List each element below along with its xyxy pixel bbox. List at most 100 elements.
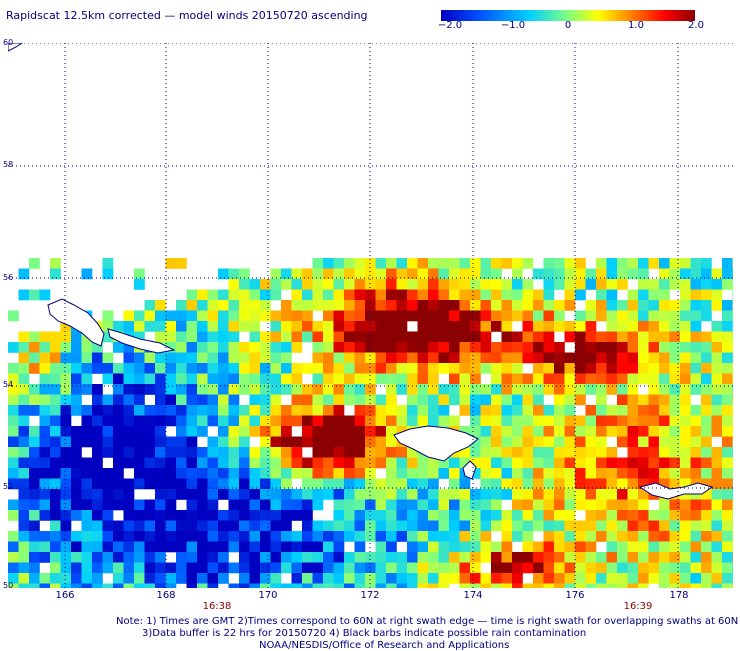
wind-cell [732,405,733,416]
wind-cell [197,300,208,311]
wind-cell [312,447,324,458]
wind-cell [428,363,439,374]
wind-cell [386,321,397,332]
wind-cell [470,436,481,448]
wind-cell [617,363,628,374]
wind-cell [491,520,502,532]
wind-cell [123,394,135,406]
wind-cell [396,552,408,563]
wind-cell [113,415,124,427]
wind-cell [281,279,292,290]
wind-cell [92,478,103,490]
wind-cell [617,489,628,500]
wind-cell [228,510,240,521]
wind-cell [501,310,513,322]
wind-cell [207,583,219,588]
wind-cell [354,426,366,437]
wind-cell [260,552,271,563]
wind-cell [407,583,418,588]
lon-label-166: 166 [55,590,75,601]
wind-cell [438,321,450,332]
wind-cell [365,300,376,311]
wind-cell [344,268,355,280]
wind-cell [270,321,282,332]
wind-cell [207,573,219,584]
wind-cell [564,321,576,332]
wind-cell [323,573,334,584]
wind-cell [627,321,639,332]
wind-cell [144,363,156,374]
wind-cell [690,384,702,395]
wind-cell [690,541,702,553]
wind-cell [512,426,523,437]
wind-cell [638,573,649,584]
wind-cell [281,384,292,395]
wind-cell [585,415,597,427]
wind-cell [218,342,229,353]
wind-cell [39,499,51,511]
wind-cell [260,342,271,353]
wind-cell [512,415,523,427]
wind-cell [123,405,135,416]
wind-cell [239,342,250,353]
wind-cell [260,363,271,374]
wind-cell [113,363,124,374]
wind-cell [627,583,639,588]
wind-cell [596,520,607,532]
wind-cell [722,510,733,521]
wind-cell [543,415,555,427]
wind-cell [575,426,586,437]
wind-cell [680,583,691,588]
wind-cell [218,478,229,490]
wind-cell [302,573,313,584]
wind-cell [680,510,691,521]
wind-cell [701,489,712,500]
wind-cell [270,384,282,395]
wind-cell [81,415,93,427]
wind-cell [186,394,198,406]
wind-cell [228,342,240,353]
wind-cell [606,583,618,588]
wind-cell [617,573,628,584]
wind-cell [449,573,460,584]
wind-cell [155,436,166,448]
wind-cell [606,289,618,301]
wind-cell [134,384,145,395]
wind-cell [239,268,250,280]
wind-cell [585,531,597,542]
wind-cell [701,352,712,364]
wind-cell [39,426,51,437]
wind-cell [312,436,324,448]
wind-cell [386,478,397,490]
wind-cell [533,562,544,574]
wind-cell [564,562,576,574]
wind-cell [648,531,660,542]
wind-cell [449,352,460,364]
wind-cell [239,457,250,469]
wind-cell [711,510,723,521]
wind-cell [71,447,82,458]
wind-cell [29,573,40,584]
wind-cell [344,289,355,301]
wind-cell [627,562,639,574]
wind-cell [249,447,261,458]
wind-cell [218,310,229,322]
wind-cell [228,541,240,553]
wind-cell [144,478,156,490]
wind-cell [207,352,219,364]
wind-cell [522,310,534,322]
wind-cell [270,289,282,301]
wind-cell [459,478,471,490]
wind-cell [543,468,555,479]
wind-cell [512,573,523,584]
wind-cell [522,405,534,416]
wind-cell [92,436,103,448]
wind-cell [197,468,208,479]
wind-cell [123,541,135,553]
wind-cell [39,457,51,469]
wind-cell [8,499,19,511]
wind-cell [92,447,103,458]
wind-cell [480,520,492,532]
wind-cell [249,321,261,332]
wind-cell [155,415,166,427]
